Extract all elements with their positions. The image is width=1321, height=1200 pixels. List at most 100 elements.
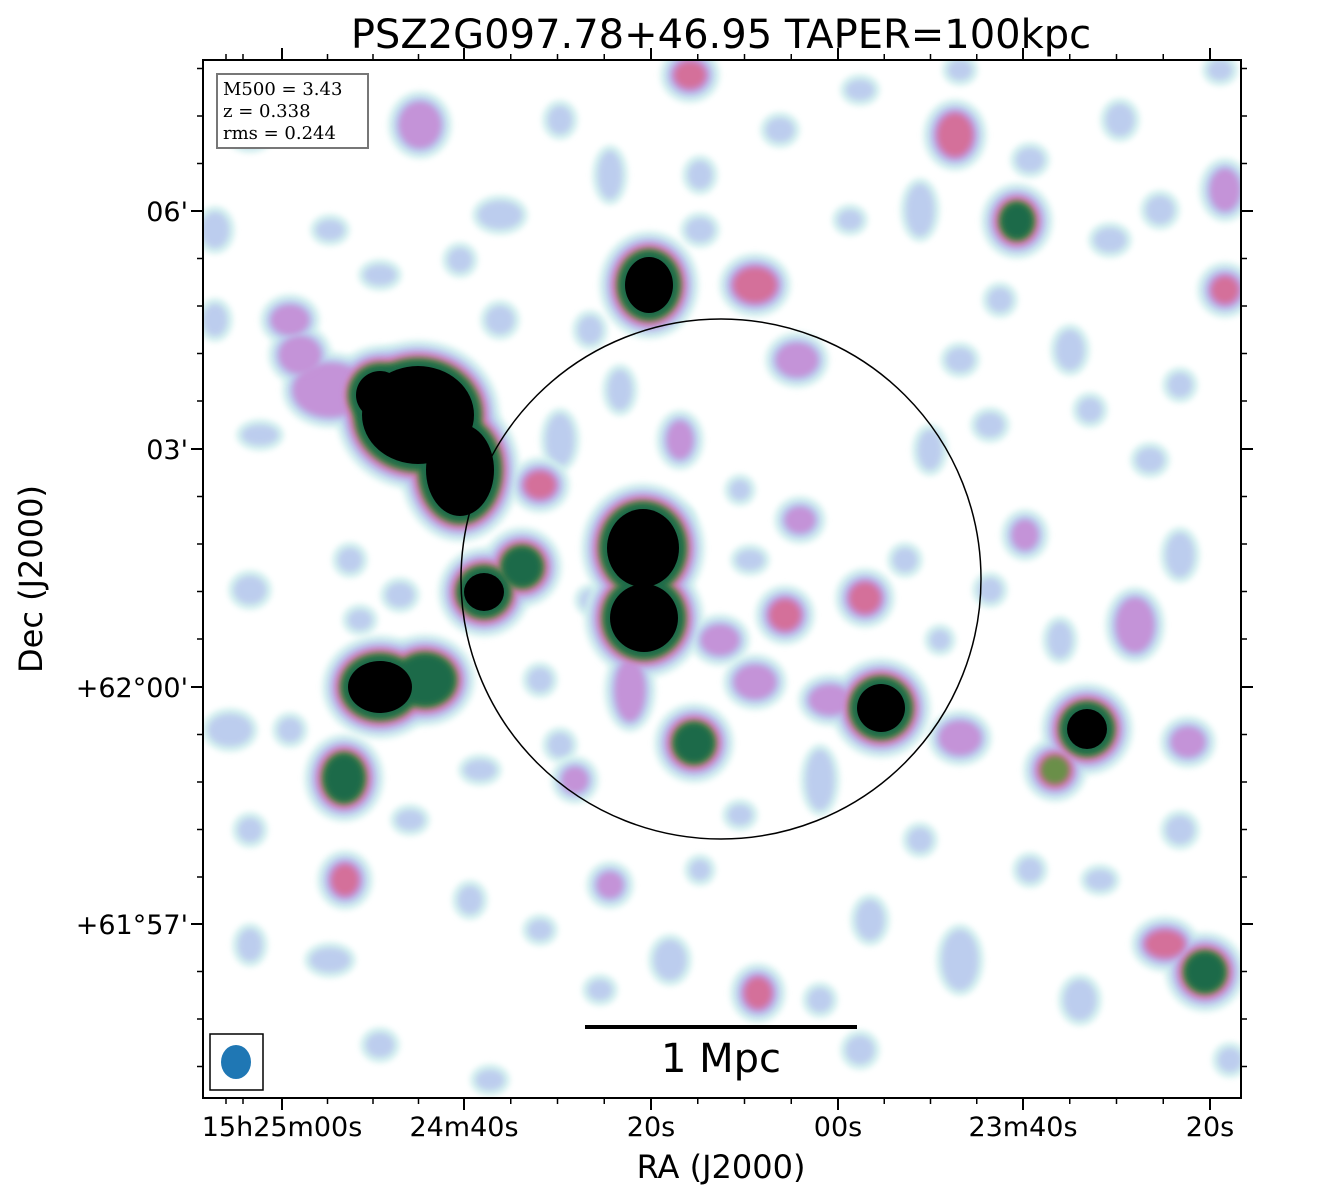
faint-emission-core [846, 1036, 874, 1064]
emission-contour-level-6 [674, 723, 714, 763]
r500-circle [460, 318, 982, 840]
faint-emission-core [918, 430, 942, 470]
emission-contour-level-4 [770, 600, 800, 630]
beam-ellipse [221, 1045, 251, 1079]
axis-ticks [191, 48, 1253, 1110]
faint-emission-core [906, 184, 934, 236]
faint-emission-core [528, 920, 552, 940]
emission-contour-level-4 [938, 114, 972, 156]
faint-emission-core [242, 425, 278, 445]
x-tick-label: 00s [814, 1112, 862, 1143]
faint-emission-core [1218, 1048, 1241, 1072]
faint-emission-core [1016, 148, 1044, 172]
faint-emission-core [203, 212, 229, 248]
emission-contour-level-3 [776, 343, 818, 377]
x-tick-label: 15h25m00s [202, 1112, 363, 1143]
faint-emission-core [908, 828, 932, 852]
faint-emission-core [546, 414, 574, 466]
emission-contour-level-3 [667, 421, 693, 459]
emission-contour-level-4 [850, 583, 880, 613]
y-tick-label: +61°57' [76, 910, 188, 941]
faint-emission-core [203, 304, 227, 336]
faint-emission-core [548, 106, 572, 134]
emission-contour-level-3 [785, 507, 815, 533]
x-tick-labels: 15h25m00s 24m40s 20s 00s 23m40s 20s [202, 1112, 1235, 1143]
plot-frame [202, 59, 1242, 1099]
faint-emission-core [1166, 816, 1194, 844]
emission-contour-level-7 [464, 573, 504, 611]
faint-emission-core [316, 220, 344, 240]
emission-contour-level-6 [502, 547, 542, 587]
x-tick-label: 20s [627, 1112, 675, 1143]
faint-emission-core [1166, 533, 1194, 577]
scale-bar-label: 1 Mpc [661, 1036, 781, 1082]
faint-emission-core [1168, 373, 1192, 397]
faint-emission-core [278, 718, 302, 742]
faint-emission-core [208, 714, 252, 746]
emission-contour-level-4 [332, 865, 358, 895]
faint-emission-core [730, 480, 750, 500]
emission-contour-level-7 [426, 424, 494, 516]
faint-emission-core [528, 668, 552, 692]
faint-emission-core [690, 860, 710, 880]
emission-contour-level-4 [745, 978, 771, 1008]
faint-emission-core [464, 760, 496, 780]
faint-emission-core [310, 948, 350, 972]
faint-emission-core [396, 810, 424, 830]
emission-contour-level-4 [1146, 931, 1184, 957]
faint-emission-core [806, 750, 834, 810]
emission-contour-level-3 [615, 659, 645, 721]
faint-emission-core [486, 306, 514, 334]
faint-emission-core [608, 370, 632, 410]
emission-contour-level-4 [675, 62, 705, 88]
y-tick-labels: 06' 03' +62°00' +61°57' [76, 197, 188, 941]
faint-emission-core [1064, 980, 1096, 1020]
faint-emission-core [978, 578, 1002, 602]
y-tick-label: 03' [146, 435, 188, 466]
emission-contour-level-3 [399, 102, 441, 148]
faint-emission-core [364, 265, 396, 285]
emission-contour-level-7 [607, 509, 679, 587]
chart-title: PSZ2G097.78+46.95 TAPER=100kpc [351, 12, 1091, 58]
faint-emission-core [476, 1070, 504, 1090]
faint-emission-core [1048, 622, 1072, 658]
info-rms: rms = 0.244 [223, 123, 336, 144]
y-tick-label: +62°00' [76, 673, 188, 704]
faint-emission-core [856, 900, 884, 940]
faint-emission-core [838, 210, 862, 230]
emission-contour-level-4 [1212, 277, 1238, 303]
faint-emission-core [1086, 870, 1114, 890]
info-box: M500 = 3.43 z = 0.338 rms = 0.244 [216, 73, 369, 149]
faint-emission-core [948, 60, 972, 80]
beam-indicator [209, 1033, 264, 1091]
emission-contour-level-7 [857, 684, 905, 732]
faint-emission-core [598, 151, 622, 199]
emission-contour-level-6 [324, 754, 364, 802]
faint-emission-core [1056, 330, 1084, 370]
faint-emission-core [893, 548, 917, 572]
faint-emission-core [448, 248, 472, 272]
x-tick-label: 23m40s [968, 1112, 1077, 1143]
emission-contour-level-3 [734, 665, 776, 699]
faint-emission-core [234, 576, 266, 604]
faint-emission-core [736, 550, 764, 570]
emission-contour-level-7 [356, 371, 404, 419]
faint-emission-core [728, 805, 752, 825]
emission-contour-level-7 [348, 661, 412, 713]
info-box-frame [216, 73, 369, 149]
emission-contour-level-4 [734, 268, 776, 302]
emission-contour-level-3 [562, 767, 588, 793]
faint-emission-core [946, 348, 974, 372]
emission-contour-level-7 [610, 584, 678, 652]
emission-contour-level-3 [1012, 520, 1038, 550]
emission-map [203, 60, 1241, 1096]
faint-emission-core [1136, 448, 1164, 472]
faint-emission-core [1106, 104, 1134, 136]
faint-emission-core [458, 886, 482, 914]
emission-contour-level-3 [1210, 169, 1240, 211]
faint-emission-core [686, 218, 714, 242]
emission-contour-level-3 [939, 721, 981, 755]
info-redshift: z = 0.338 [223, 101, 311, 122]
faint-emission-core [348, 610, 372, 630]
